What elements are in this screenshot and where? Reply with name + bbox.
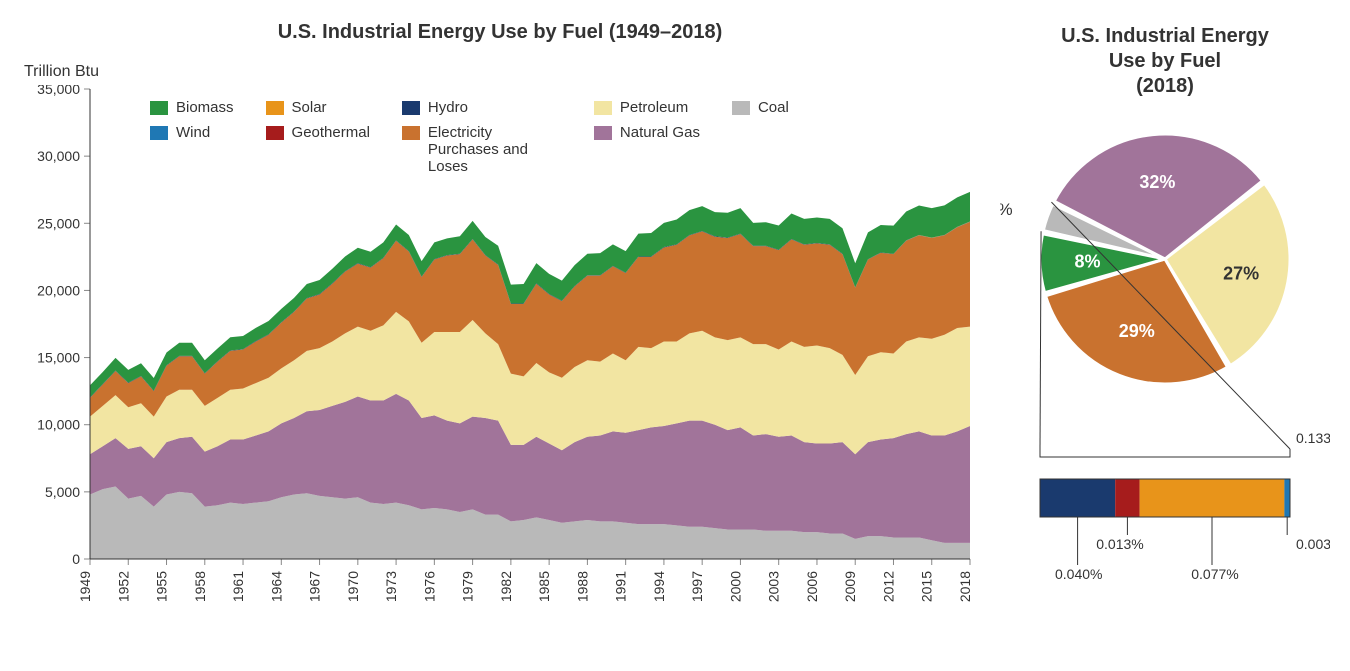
legend-swatch <box>402 101 420 115</box>
svg-text:20,000: 20,000 <box>37 282 80 298</box>
svg-text:5,000: 5,000 <box>45 484 80 500</box>
svg-text:2009: 2009 <box>842 571 858 602</box>
svg-text:1985: 1985 <box>536 571 552 602</box>
pie-label-electricity: 29% <box>1119 321 1155 341</box>
svg-text:2015: 2015 <box>919 571 935 602</box>
area-chart-title: U.S. Industrial Energy Use by Fuel (1949… <box>20 20 980 45</box>
legend-item-petroleum: Petroleum <box>594 99 700 116</box>
svg-text:35,000: 35,000 <box>37 85 80 97</box>
breakout-total-label: 0.133% <box>1296 430 1330 446</box>
breakout-label-wind: 0.003% <box>1296 536 1330 552</box>
pie-chart-panel: U.S. Industrial Energy Use by Fuel (2018… <box>1000 20 1330 604</box>
legend-item-coal: Coal <box>732 99 789 116</box>
legend-label: Geothermal <box>292 124 370 141</box>
svg-text:15,000: 15,000 <box>37 350 80 366</box>
legend-label: Electricity Purchases and Loses <box>428 124 562 175</box>
svg-text:1964: 1964 <box>268 571 284 602</box>
svg-text:1967: 1967 <box>307 571 323 602</box>
y-axis-label: Trillion Btu <box>24 63 980 81</box>
svg-text:2003: 2003 <box>766 571 782 602</box>
svg-text:1958: 1958 <box>192 571 208 602</box>
pie-label-petroleum: 27% <box>1223 263 1259 283</box>
area-chart-panel: U.S. Industrial Energy Use by Fuel (1949… <box>20 20 980 620</box>
svg-text:1976: 1976 <box>421 571 437 602</box>
svg-text:1979: 1979 <box>460 571 476 602</box>
legend-item-natural_gas: Natural Gas <box>594 124 700 175</box>
pie-chart: 27% 29% 8% 4% 32% 0.133% 0.040% 0.013% 0.077% 0.0… <box>1000 119 1330 599</box>
svg-text:1961: 1961 <box>230 571 246 602</box>
breakout-seg-hydro <box>1040 479 1115 517</box>
legend: Biomass Solar Hydro Petroleum Coal Wind Geothe… <box>150 99 789 175</box>
pie-title-line3: (2018) <box>1136 75 1194 97</box>
legend-item-wind: Wind <box>150 124 234 175</box>
breakout-seg-solar <box>1140 479 1285 517</box>
pie-label-coal: 4% <box>1000 200 1013 219</box>
svg-text:2006: 2006 <box>804 571 820 602</box>
legend-swatch <box>150 101 168 115</box>
legend-label: Natural Gas <box>620 124 700 141</box>
svg-text:2000: 2000 <box>727 571 743 602</box>
svg-text:1994: 1994 <box>651 571 667 602</box>
legend-label: Biomass <box>176 99 234 116</box>
svg-text:1973: 1973 <box>383 571 399 602</box>
svg-text:1991: 1991 <box>613 571 629 602</box>
svg-text:2012: 2012 <box>880 571 896 602</box>
svg-text:1997: 1997 <box>689 571 705 602</box>
svg-text:1988: 1988 <box>574 571 590 602</box>
legend-swatch <box>594 126 612 140</box>
legend-label: Solar <box>292 99 327 116</box>
svg-text:30,000: 30,000 <box>37 148 80 164</box>
breakout-seg-geothermal <box>1115 479 1139 517</box>
legend-item-electricity: Electricity Purchases and Loses <box>402 124 562 175</box>
svg-text:25,000: 25,000 <box>37 215 80 231</box>
pie-title-line1: U.S. Industrial Energy <box>1061 25 1269 47</box>
legend-label: Coal <box>758 99 789 116</box>
legend-item-biomass: Biomass <box>150 99 234 116</box>
svg-text:1982: 1982 <box>498 571 514 602</box>
legend-item-hydro: Hydro <box>402 99 562 116</box>
breakout-label-solar: 0.077% <box>1191 566 1238 582</box>
legend-swatch <box>266 101 284 115</box>
pie-label-natural_gas: 32% <box>1139 172 1175 192</box>
svg-text:1952: 1952 <box>115 571 131 602</box>
legend-swatch <box>266 126 284 140</box>
breakout-label-hydro: 0.040% <box>1055 566 1102 582</box>
pie-label-biomass: 8% <box>1075 252 1101 272</box>
svg-text:0: 0 <box>72 551 80 567</box>
legend-swatch <box>732 101 750 115</box>
breakout-label-geothermal: 0.013% <box>1096 536 1143 552</box>
legend-swatch <box>594 101 612 115</box>
legend-item-solar: Solar <box>266 99 370 116</box>
legend-label: Petroleum <box>620 99 688 116</box>
svg-text:1949: 1949 <box>77 571 93 602</box>
pie-title-line2: Use by Fuel <box>1109 50 1221 72</box>
svg-text:1955: 1955 <box>154 571 170 602</box>
legend-item-geothermal: Geothermal <box>266 124 370 175</box>
pie-chart-title: U.S. Industrial Energy Use by Fuel (2018… <box>1000 24 1330 99</box>
legend-label: Hydro <box>428 99 468 116</box>
svg-text:2018: 2018 <box>957 571 973 602</box>
breakout-seg-wind <box>1284 479 1290 517</box>
legend-label: Wind <box>176 124 210 141</box>
legend-swatch <box>402 126 420 140</box>
svg-text:10,000: 10,000 <box>37 417 80 433</box>
legend-swatch <box>150 126 168 140</box>
svg-text:1970: 1970 <box>345 571 361 602</box>
